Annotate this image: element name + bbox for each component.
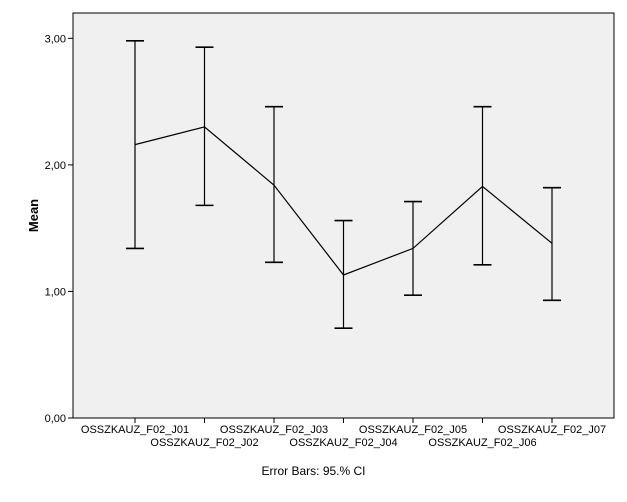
x-tick-label: OSSZKAUZ_F02_J05 [359, 424, 467, 436]
y-tick-label: 1,00 [45, 286, 66, 298]
x-axis-ticks [134, 418, 553, 423]
y-axis-title: Mean [26, 199, 41, 232]
y-axis-ticks [68, 37, 73, 419]
y-axis-labels: 0,00 1,00 2,00 3,00 [45, 33, 66, 425]
y-tick-label: 3,00 [45, 33, 66, 45]
x-tick-label: OSSZKAUZ_F02_J02 [150, 437, 258, 449]
x-tick-label: OSSZKAUZ_F02_J07 [498, 424, 606, 436]
x-tick-label: OSSZKAUZ_F02_J03 [220, 424, 328, 436]
y-tick-label: 2,00 [45, 160, 66, 172]
error-bars-footnote: Error Bars: 95.% CI [261, 464, 365, 478]
plot-area [72, 12, 615, 419]
y-tick-label: 0,00 [45, 413, 66, 425]
x-axis-labels: OSSZKAUZ_F02_J01OSSZKAUZ_F02_J02OSSZKAUZ… [81, 424, 606, 449]
x-tick-label: OSSZKAUZ_F02_J06 [428, 437, 536, 449]
mean-line [134, 126, 553, 276]
x-tick-label: OSSZKAUZ_F02_J04 [289, 437, 397, 449]
x-tick-label: OSSZKAUZ_F02_J01 [81, 424, 189, 436]
